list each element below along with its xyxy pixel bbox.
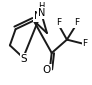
Text: H: H <box>38 2 44 11</box>
Text: H: H <box>37 8 44 17</box>
Text: F: F <box>74 18 79 27</box>
Text: F: F <box>82 39 87 48</box>
Text: N: N <box>34 11 42 21</box>
Text: F: F <box>56 18 61 27</box>
Text: N: N <box>38 8 45 18</box>
Text: S: S <box>21 54 27 64</box>
Text: O: O <box>43 65 51 75</box>
